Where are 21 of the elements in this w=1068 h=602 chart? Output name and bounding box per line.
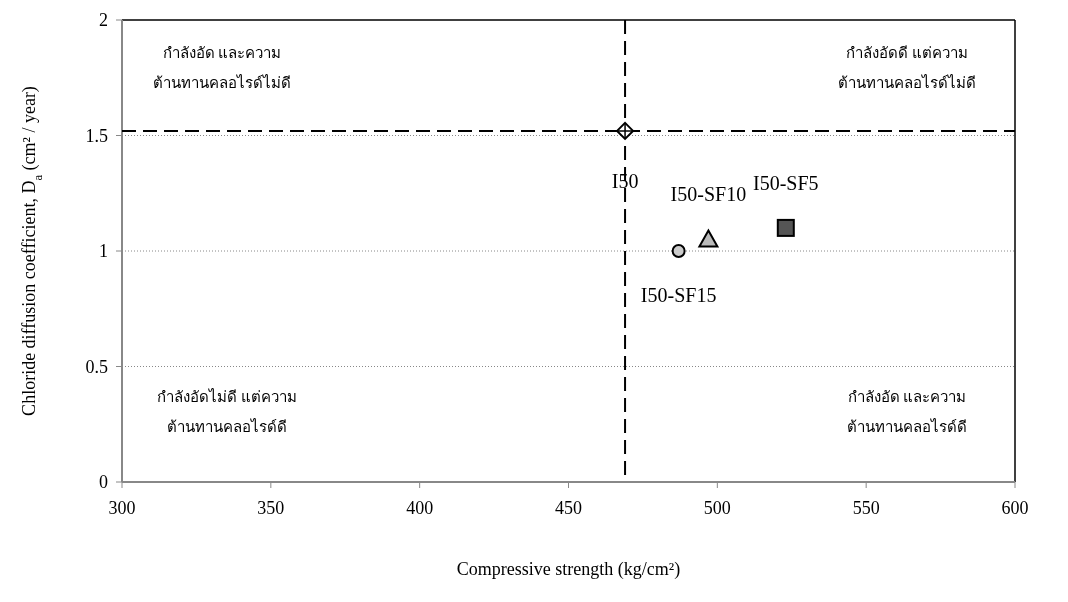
x-axis-title: Compressive strength (kg/cm²) [456, 559, 681, 580]
y-tick-label: 1 [99, 241, 108, 261]
annotation: กำลังอัด และความ ต้านทานคลอไรด์ดี [847, 389, 967, 435]
series-label: I50-SF5 [753, 171, 819, 194]
series-label: I50-SF15 [640, 284, 717, 306]
y-tick-label: 0.5 [85, 356, 108, 377]
x-tick-label: 350 [257, 498, 285, 518]
x-tick-label: 300 [108, 498, 136, 518]
x-tick-label: 600 [1001, 498, 1029, 518]
x-tick-label: 550 [852, 498, 880, 518]
y-tick-label: 0 [99, 472, 108, 492]
annotation: กำลังอัด และความ ต้านทานคลอไรด์ไม่ดี [153, 45, 291, 91]
annotation: กำลังอัดไม่ดี แต่ความ ต้านทานคลอไรด์ดี [157, 388, 297, 435]
x-tick-label: 450 [555, 498, 582, 518]
annotation: กำลังอัดดี แต่ความ ต้านทานคลอไรด์ไม่ดี [838, 45, 976, 91]
y-tick-label: 1.5 [85, 125, 108, 146]
x-tick-label: 500 [703, 498, 731, 518]
x-tick-label: 400 [406, 498, 434, 518]
y-tick-label: 2 [99, 10, 108, 30]
series-label: I50-SF10 [670, 183, 747, 206]
series-label: I50 [611, 169, 639, 192]
